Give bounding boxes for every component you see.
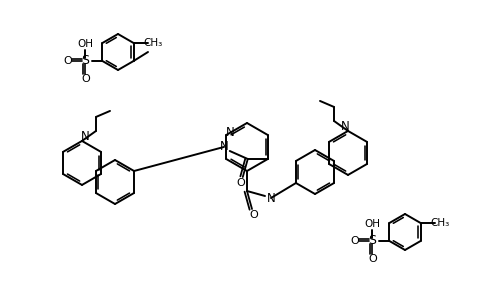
Text: S: S [369,235,376,247]
Text: O: O [237,178,245,188]
Text: N: N [81,130,89,144]
Text: O: O [350,236,359,246]
Text: O: O [63,56,72,66]
Text: S: S [81,55,89,67]
Text: O: O [250,210,259,220]
Text: O: O [81,74,90,84]
Text: CH₃: CH₃ [430,218,449,228]
Text: N: N [267,192,275,204]
Text: N: N [226,126,235,140]
Text: O: O [368,254,377,264]
Text: N: N [341,120,349,134]
Text: N: N [219,140,228,154]
Text: OH: OH [77,39,93,49]
Text: OH: OH [364,219,380,229]
Text: CH₃: CH₃ [143,38,162,48]
